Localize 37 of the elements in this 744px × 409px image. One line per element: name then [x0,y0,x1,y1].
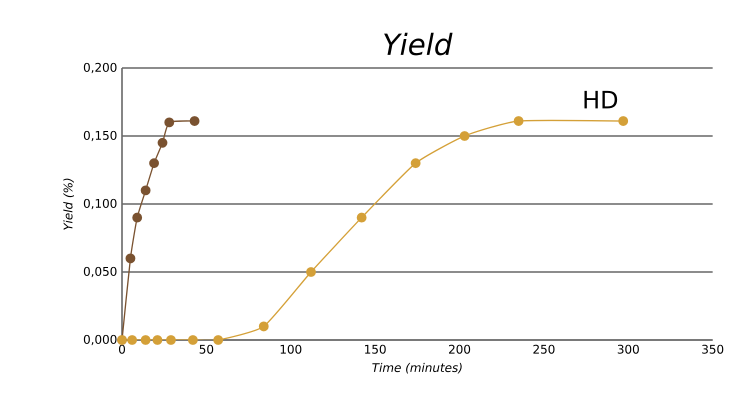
chart-title: Yield [384,32,453,56]
y-axis-title: Yield (%) [63,178,74,230]
x-tick-label: 150 [365,344,386,354]
series-label: HD [584,90,618,108]
x-tick-label: 350 [702,344,724,354]
point [132,212,142,223]
y-tick-label: 0,000 [84,334,117,346]
x-tick-label: 250 [533,344,555,354]
point [618,116,628,126]
point [158,138,168,148]
x-tick-label: 200 [448,344,470,354]
y-tick-label: 0,200 [84,62,117,74]
x-tick-label: 50 [200,344,214,354]
point [356,212,367,223]
point [514,116,524,126]
point [213,335,224,345]
point [460,131,470,141]
point [164,117,174,128]
y-tick-label: 0,100 [84,198,117,210]
x-axis-title: Time (minutes) [372,362,462,374]
point [258,321,269,332]
x-tick-label: 100 [280,344,302,354]
point [127,335,138,345]
x-tick-label: 300 [618,344,639,354]
point [188,335,198,345]
point [166,335,176,345]
y-tick-label: 0,050 [84,266,117,278]
y-tick-label: 0,150 [84,130,117,142]
point [140,185,151,196]
point [190,116,200,126]
point [152,335,162,345]
point [126,253,136,264]
point [149,158,159,168]
x-tick-label: 0 [118,344,126,354]
point [410,158,421,168]
point [140,335,151,345]
point [306,267,316,277]
